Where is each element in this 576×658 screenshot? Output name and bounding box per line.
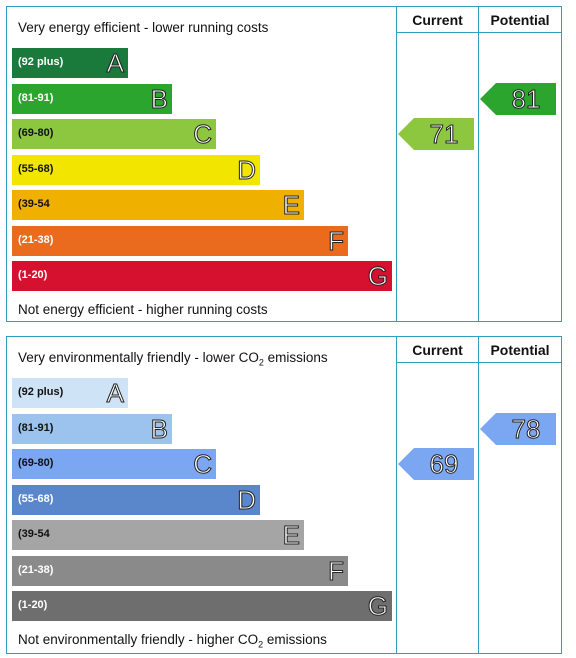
band-letter: A xyxy=(106,48,124,79)
band-a: (92 plus) A xyxy=(12,48,128,79)
band-b: (81-91) B xyxy=(12,83,172,114)
band-b: (81-91) B xyxy=(12,413,172,444)
arrow-shape xyxy=(480,82,556,115)
band-range-label: (21-38) xyxy=(18,233,54,246)
header-divider xyxy=(396,32,562,33)
band-range-label: (92 plus) xyxy=(18,56,64,68)
rating-value: 78 xyxy=(511,413,541,444)
potential-rating-arrow: 78 xyxy=(480,412,556,445)
environmental-impact-chart: Current Potential Very environmentally f… xyxy=(6,336,562,654)
current-rating-arrow: 71 xyxy=(398,118,474,150)
band-letter: A xyxy=(106,378,124,409)
band-f: (21-38) F xyxy=(12,555,348,586)
band-range-label: (55-68) xyxy=(18,162,54,175)
band-letter: E xyxy=(282,520,300,551)
top-label: Very energy efficient - lower running co… xyxy=(18,20,269,35)
band-letter: G xyxy=(367,591,388,622)
rating-value: 81 xyxy=(511,83,541,114)
arrow-shape xyxy=(398,448,474,480)
band-range-label: (55-68) xyxy=(18,492,54,505)
arrow-fill xyxy=(480,82,556,115)
band-e: (39-54 E xyxy=(12,520,304,551)
band-letter: C xyxy=(193,449,213,480)
band-range-label: (81-91) xyxy=(18,421,54,434)
band-f: (21-38) F xyxy=(12,225,348,256)
rating-value: 71 xyxy=(429,119,459,150)
band-c: (69-80) C xyxy=(12,119,216,150)
band-letter: E xyxy=(282,190,300,221)
arrow-shape xyxy=(398,118,474,150)
arrow-shape xyxy=(480,412,556,445)
energy-efficiency-chart: Current Potential Very energy efficient … xyxy=(6,6,562,322)
bottom-label-pre: Not environmentally friendly - higher CO xyxy=(18,632,259,647)
band-letter: D xyxy=(237,154,257,185)
band-e: (39-54 E xyxy=(12,190,304,221)
band-range-label: (39-54 xyxy=(18,528,50,540)
band-a: (92 plus) A xyxy=(12,378,128,409)
top-label-sub: 2 xyxy=(258,357,264,368)
current-column-header: Current xyxy=(412,342,463,358)
arrow-fill xyxy=(480,412,556,445)
current-column-header: Current xyxy=(412,12,463,28)
band-g: (1-20) G xyxy=(12,261,392,292)
band-range-label: (92 plus) xyxy=(18,386,64,398)
potential-column-header: Potential xyxy=(490,12,550,28)
band-range-label: (1-20) xyxy=(18,599,48,611)
column-divider xyxy=(478,6,479,322)
band-letter: B xyxy=(150,413,168,444)
band-letter: C xyxy=(193,119,213,150)
potential-column-header: Potential xyxy=(490,342,550,358)
band-range-label: (21-38) xyxy=(18,563,54,576)
bottom-label-sub: 2 xyxy=(258,639,264,650)
band-letter: D xyxy=(237,484,257,515)
current-rating-arrow: 69 xyxy=(398,448,474,480)
rating-value: 69 xyxy=(429,449,459,480)
arrow-fill xyxy=(398,448,474,480)
chart-border xyxy=(6,6,562,322)
top-label-pre: Very environmentally friendly - lower CO xyxy=(18,350,259,365)
band-range-label: (1-20) xyxy=(18,269,48,281)
bottom-label-post: emissions xyxy=(263,632,327,647)
column-divider xyxy=(396,336,397,654)
band-g: (1-20) G xyxy=(12,591,392,622)
band-letter: G xyxy=(367,261,388,292)
top-label-post: emissions xyxy=(263,350,328,365)
band-letter: F xyxy=(328,555,345,586)
potential-rating-arrow: 81 xyxy=(480,82,556,115)
column-divider xyxy=(396,6,397,322)
bottom-label: Not environmentally friendly - higher CO… xyxy=(18,632,327,650)
band-letter: B xyxy=(150,83,168,114)
band-range-label: (69-80) xyxy=(18,457,54,469)
band-range-label: (69-80) xyxy=(18,127,54,139)
band-letter: F xyxy=(328,225,345,256)
band-c: (69-80) C xyxy=(12,449,216,480)
band-range-label: (81-91) xyxy=(18,91,54,104)
top-label: Very environmentally friendly - lower CO… xyxy=(18,350,328,368)
band-range-label: (39-54 xyxy=(18,198,50,210)
header-divider xyxy=(396,362,562,363)
chart-border xyxy=(6,336,562,654)
band-d: (55-68) D xyxy=(12,484,260,515)
band-d: (55-68) D xyxy=(12,154,260,185)
arrow-fill xyxy=(398,118,474,150)
bottom-label: Not energy efficient - higher running co… xyxy=(18,302,268,317)
column-divider xyxy=(478,336,479,654)
